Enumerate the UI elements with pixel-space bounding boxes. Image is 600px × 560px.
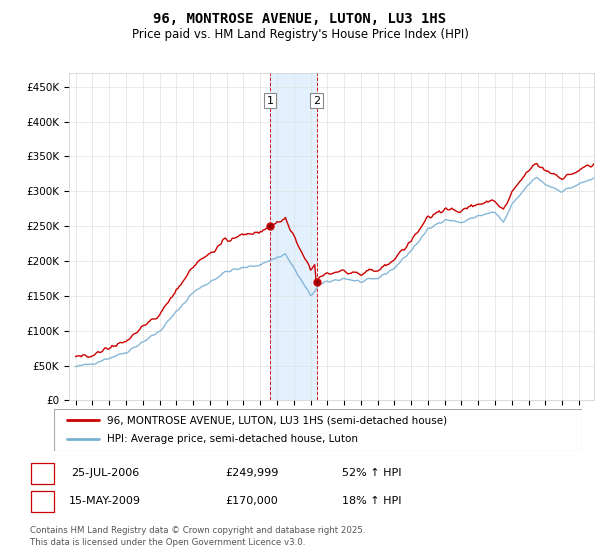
Text: 96, MONTROSE AVENUE, LUTON, LU3 1HS (semi-detached house): 96, MONTROSE AVENUE, LUTON, LU3 1HS (sem… [107,415,447,425]
Text: 52% ↑ HPI: 52% ↑ HPI [342,468,402,478]
Text: HPI: Average price, semi-detached house, Luton: HPI: Average price, semi-detached house,… [107,435,358,445]
Text: 2: 2 [313,96,320,106]
Text: 1: 1 [266,96,274,106]
Text: 96, MONTROSE AVENUE, LUTON, LU3 1HS: 96, MONTROSE AVENUE, LUTON, LU3 1HS [154,12,446,26]
Text: £249,999: £249,999 [226,468,278,478]
Text: Price paid vs. HM Land Registry's House Price Index (HPI): Price paid vs. HM Land Registry's House … [131,28,469,41]
Text: Contains HM Land Registry data © Crown copyright and database right 2025.: Contains HM Land Registry data © Crown c… [30,526,365,535]
Text: This data is licensed under the Open Government Licence v3.0.: This data is licensed under the Open Gov… [30,538,305,547]
Text: 15-MAY-2009: 15-MAY-2009 [69,496,141,506]
Text: 2: 2 [38,494,47,508]
Bar [270,73,317,400]
Text: 25-JUL-2006: 25-JUL-2006 [71,468,139,478]
Text: 1: 1 [38,466,47,480]
Text: 18% ↑ HPI: 18% ↑ HPI [342,496,402,506]
Text: £170,000: £170,000 [226,496,278,506]
